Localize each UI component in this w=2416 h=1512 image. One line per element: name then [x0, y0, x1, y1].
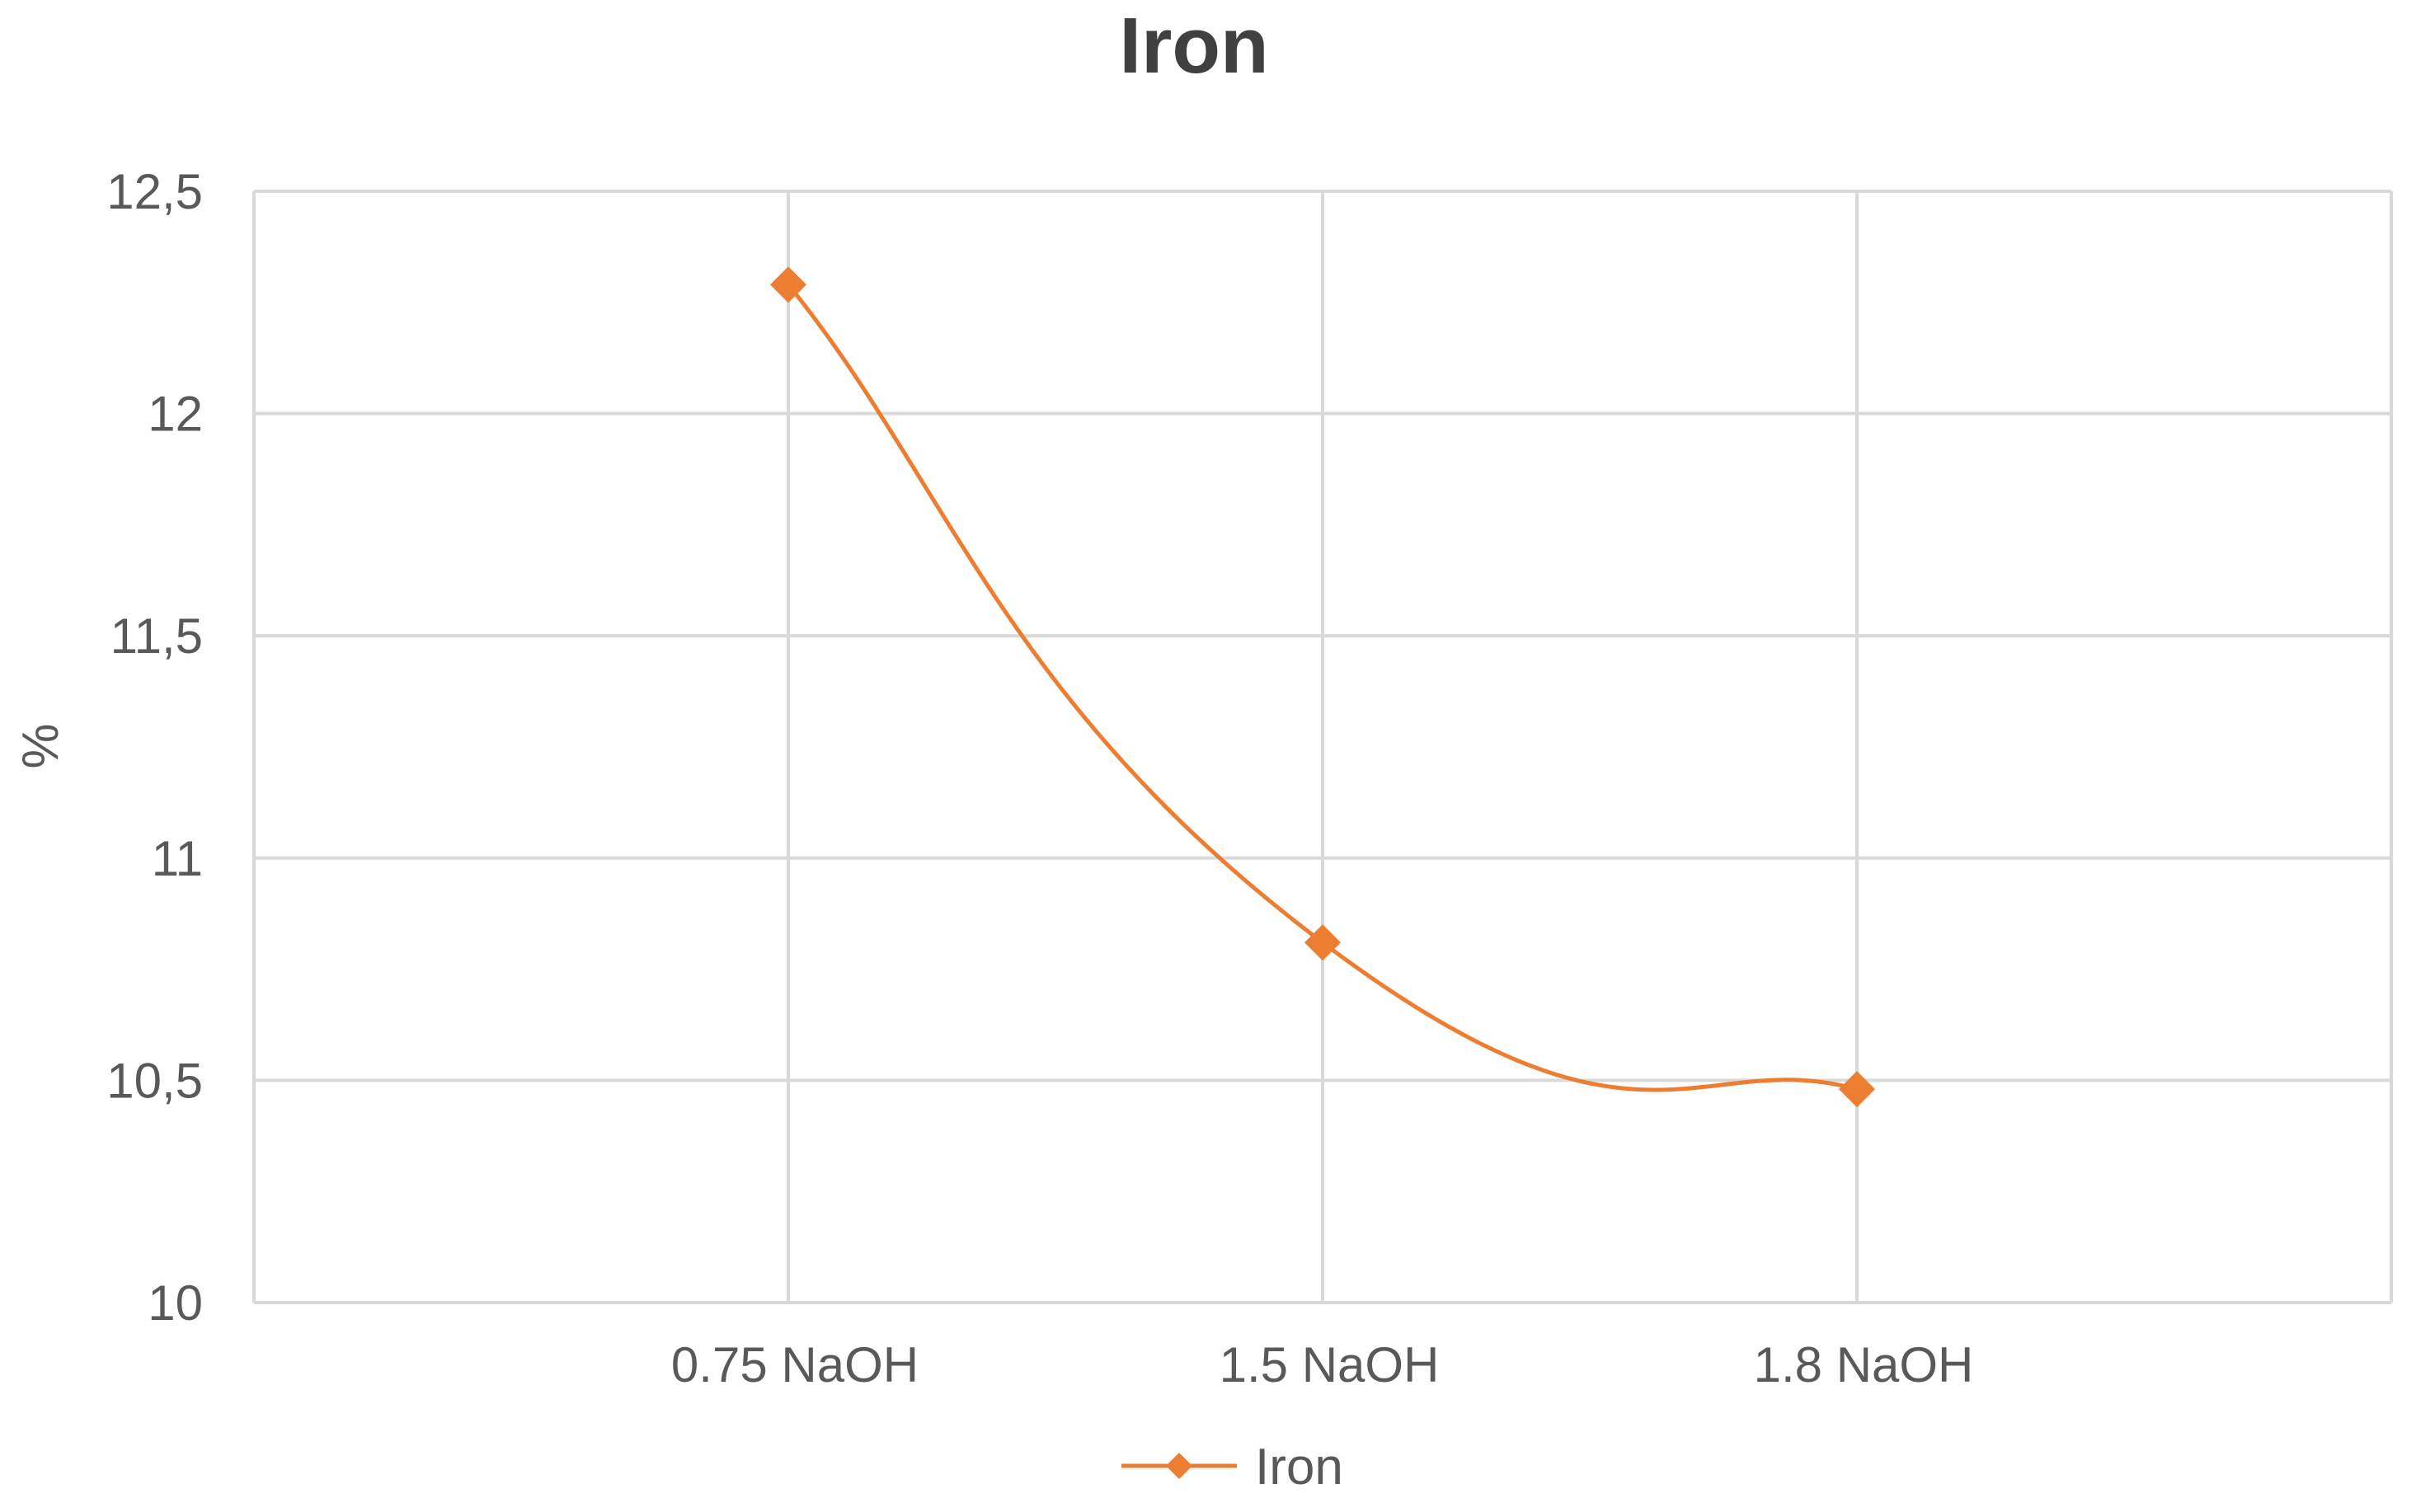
x-tick-label: 1.5 NaOH	[1220, 1337, 1440, 1392]
x-tick-label: 0.75 NaOH	[671, 1337, 919, 1392]
y-tick-label: 10,5	[106, 1053, 203, 1108]
y-tick-label: 12	[148, 387, 203, 442]
y-tick-label: 11,5	[110, 608, 203, 664]
series-layer	[770, 266, 1875, 1108]
gridlines	[252, 190, 2393, 1304]
y-tick-label: 12,5	[106, 164, 203, 219]
legend-marker	[1166, 1453, 1192, 1479]
x-tick-label: 1.8 NaOH	[1754, 1337, 1974, 1392]
legend: Iron	[1121, 1439, 1343, 1496]
y-axis-ticks: 10 10,5 11 11,5 12 12,5	[106, 164, 203, 1331]
series-line	[787, 283, 1858, 1092]
data-point-marker	[770, 266, 806, 303]
y-tick-label: 11	[152, 831, 203, 886]
data-point-marker	[1839, 1071, 1875, 1108]
y-tick-label: 10	[148, 1275, 203, 1331]
y-axis-title: %	[12, 723, 69, 768]
x-axis-ticks: 0.75 NaOH 1.5 NaOH 1.8 NaOH	[671, 1337, 1973, 1392]
legend-label: Iron	[1255, 1439, 1343, 1496]
chart-title: Iron	[1119, 2, 1268, 90]
data-point-marker	[1304, 924, 1341, 961]
